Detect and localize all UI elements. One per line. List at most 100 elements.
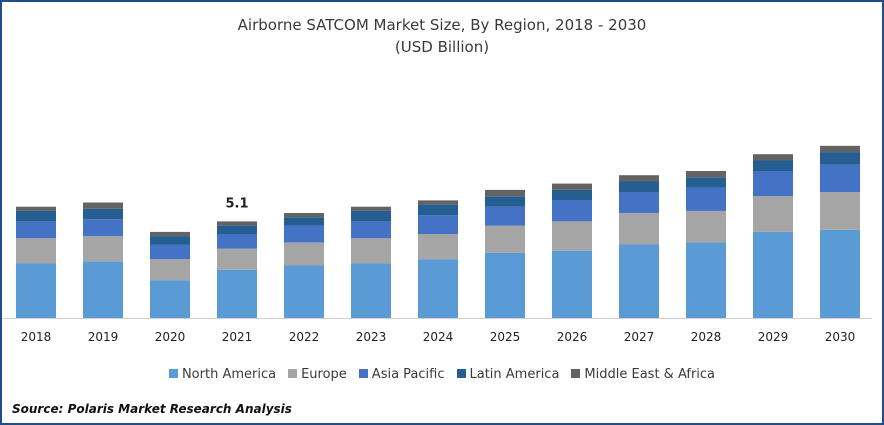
bar-2030-series-4 [820,145,860,153]
x-tick-label-2027: 2027 [624,330,655,344]
bar-2018-series-3 [16,210,56,222]
bar-2023-series-3 [351,210,391,222]
bar-2020-series-2 [150,244,190,260]
bar-2021-series-1 [217,248,257,270]
chart-title-block: Airborne SATCOM Market Size, By Region, … [0,14,884,58]
legend-label: Middle East & Africa [584,367,716,382]
legend-item-4: Middle East & Africa [571,367,715,382]
bar-2021-series-4 [217,221,257,226]
bar-2030-series-2 [820,164,860,192]
bar-2028-series-4 [686,171,726,178]
x-tick-label-2020: 2020 [155,330,186,344]
bar-2022-series-2 [284,225,324,243]
bar-2030-series-1 [820,192,860,230]
bar-2022-series-3 [284,217,324,226]
bar-2028-series-2 [686,187,726,211]
bar-2030-series-3 [820,152,860,165]
legend-label: North America [181,367,277,382]
x-tick-label-2029: 2029 [758,330,789,344]
bar-2025-series-3 [485,196,525,207]
bar-2026-series-2 [552,200,592,222]
legend-swatch [571,369,581,378]
bar-2029-series-1 [753,196,793,232]
legend-swatch [168,369,178,378]
bar-2025-series-0 [485,252,525,318]
chart-legend: North America Europe Asia Pacific Latin Ame… [0,367,884,382]
legend-item-3: Latin America [456,367,560,382]
bar-2019-series-4 [83,202,123,209]
bar-2024-series-2 [418,215,458,234]
x-tick-label-2019: 2019 [88,330,119,344]
chart-subtitle: (USD Billion) [394,38,490,56]
x-tick-label-2026: 2026 [557,330,588,344]
bar-2019-series-1 [83,236,123,262]
bar-2024-series-4 [418,200,458,205]
x-tick-label-2024: 2024 [423,330,454,344]
bar-2023-series-4 [351,206,391,211]
bar-2024-series-3 [418,204,458,216]
bar-2027-series-0 [619,244,659,318]
bar-2029-series-4 [753,154,793,161]
bar-2026-series-3 [552,189,592,201]
bar-2022-series-4 [284,213,324,218]
chart-title: Airborne SATCOM Market Size, By Region, … [237,16,647,34]
x-tick-label-2025: 2025 [490,330,521,344]
bar-2026-series-1 [552,221,592,251]
bar-2023-series-0 [351,263,391,318]
bar-2029-series-3 [753,160,793,171]
bar-2025-series-2 [485,206,525,226]
bar-2029-series-2 [753,171,793,197]
bar-2028-series-0 [686,242,726,318]
bar-2019-series-0 [83,261,123,318]
bar-2029-series-0 [753,231,793,318]
legend-swatch [288,369,298,378]
legend-label: Latin America [469,367,560,382]
bar-2020-series-4 [150,231,190,237]
bar-2024-series-1 [418,234,458,260]
legend-swatch [358,369,368,378]
bar-2022-series-0 [284,265,324,318]
bar-2023-series-1 [351,238,391,264]
x-tick-label-2022: 2022 [289,330,320,344]
bar-2026-series-4 [552,183,592,190]
bar-2028-series-3 [686,177,726,188]
bar-2020-series-1 [150,259,190,281]
x-tick-label-2028: 2028 [691,330,722,344]
x-tick-label-2023: 2023 [356,330,387,344]
bar-2023-series-2 [351,221,391,239]
bar-2030-series-0 [820,229,860,318]
data-label-2021: 5.1 [225,196,248,211]
bar-2018-series-4 [16,206,56,211]
bar-2024-series-0 [418,259,458,318]
bar-2028-series-1 [686,210,726,243]
bar-2027-series-1 [619,213,659,245]
bar-2021-series-3 [217,225,257,234]
x-tick-label-2018: 2018 [21,330,52,344]
legend-label: Asia Pacific [371,367,445,382]
legend-swatch [456,369,466,378]
legend-item-0: North America [168,367,277,382]
legend-item-1: Europe [288,367,347,382]
bar-2021-series-0 [217,269,257,318]
bar-2018-series-0 [16,263,56,318]
legend-item-2: Asia Pacific [358,367,445,382]
bar-2022-series-1 [284,242,324,266]
bar-2019-series-3 [83,208,123,220]
x-tick-label-2030: 2030 [825,330,856,344]
bar-2021-series-2 [217,234,257,249]
bar-2020-series-3 [150,236,190,245]
bar-2025-series-1 [485,225,525,253]
bar-2020-series-0 [150,280,190,318]
legend-label: Europe [301,367,347,382]
bar-2027-series-4 [619,175,659,182]
bar-2019-series-2 [83,219,123,237]
bar-2027-series-2 [619,192,659,213]
bar-2018-series-1 [16,238,56,264]
x-tick-label-2021: 2021 [222,330,253,344]
bar-2018-series-2 [16,221,56,239]
bar-2027-series-3 [619,181,659,192]
bar-2025-series-4 [485,189,525,197]
source-note: Source: Polaris Market Research Analysis [12,402,292,416]
bar-2026-series-0 [552,250,592,318]
